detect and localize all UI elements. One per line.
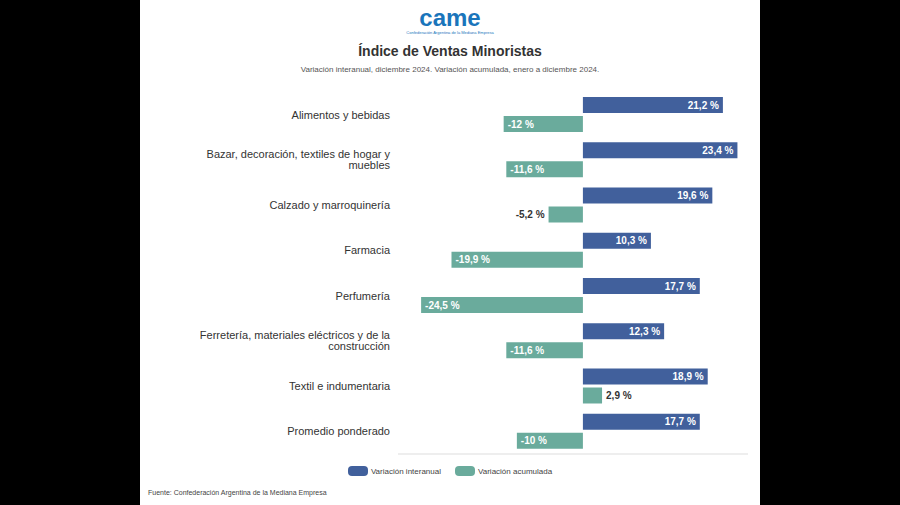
svg-text:Textil e indumentaria: Textil e indumentaria — [289, 380, 391, 392]
svg-text:12,3 %: 12,3 % — [629, 326, 660, 337]
html-text:Fuente: Confederación Argentin: Fuente: Confederación Argentina de la Me… — [148, 489, 327, 496]
svg-text:-12 %: -12 % — [508, 119, 534, 130]
html-text:Variación acumulada: Variación acumulada — [478, 466, 553, 476]
svg-text:-11,6 %: -11,6 % — [510, 345, 544, 356]
svg-text:Farmacia: Farmacia — [344, 244, 391, 256]
svg-text:21,2 %: 21,2 % — [688, 100, 719, 111]
svg-text:23,4 %: 23,4 % — [702, 145, 733, 156]
html-text:Índice de Ventas Minoristas: Índice de Ventas Minoristas — [358, 43, 542, 59]
svg-text:Perfumería: Perfumería — [336, 290, 391, 302]
svg-text:18,9 %: 18,9 % — [673, 371, 704, 382]
svg-text:17,7 %: 17,7 % — [665, 416, 696, 427]
svg-text:2,9 %: 2,9 % — [606, 390, 632, 401]
svg-text:Ferretería, materiales eléctri: Ferretería, materiales eléctricos y de l… — [200, 329, 391, 352]
svg-text:-11,6 %: -11,6 % — [510, 164, 544, 175]
html-text:came: came — [419, 4, 481, 31]
html-text:Variación interanual, diciembr: Variación interanual, diciembre 2024. Va… — [300, 65, 600, 74]
svg-text:10,3 %: 10,3 % — [616, 235, 647, 246]
html-text:Confederación Argentina de la: Confederación Argentina de la Mediana Em… — [406, 30, 494, 35]
svg-text:17,7 %: 17,7 % — [665, 281, 696, 292]
svg-text:Alimentos y bebidas: Alimentos y bebidas — [292, 109, 391, 121]
svg-text:-24,5 %: -24,5 % — [425, 300, 460, 311]
svg-text:Calzado y marroquinería: Calzado y marroquinería — [270, 199, 391, 211]
svg-text:-19,9 %: -19,9 % — [455, 254, 490, 265]
svg-text:Promedio ponderado: Promedio ponderado — [287, 425, 390, 437]
svg-text:19,6 %: 19,6 % — [677, 190, 708, 201]
svg-text:Bazar, decoración, textiles de: Bazar, decoración, textiles de hogar ymu… — [207, 148, 391, 171]
svg-text:-10 %: -10 % — [521, 435, 547, 446]
html-text:Variación interanual: Variación interanual — [370, 466, 441, 476]
svg-text:-5,2 %: -5,2 % — [516, 209, 545, 220]
